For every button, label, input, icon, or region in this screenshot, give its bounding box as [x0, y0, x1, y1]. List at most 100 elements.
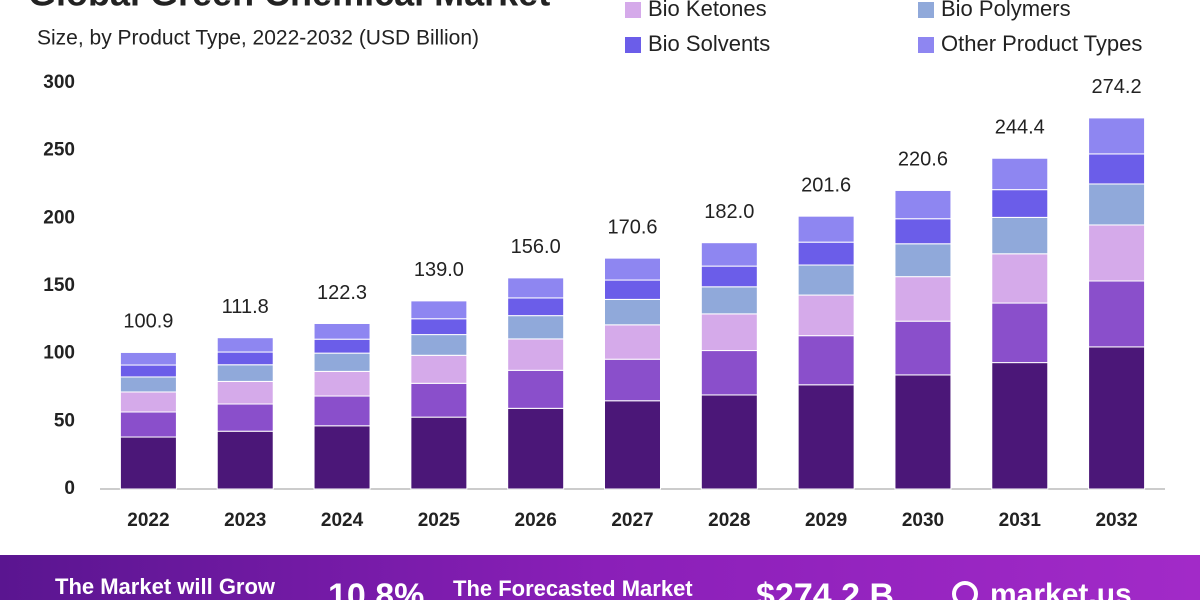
bar-segment — [604, 257, 661, 281]
bar-segment — [507, 407, 565, 490]
bar-segment — [894, 218, 952, 245]
legend-label: Bio Polymers — [941, 0, 1071, 21]
bar-segment — [604, 324, 661, 360]
bar-segment — [894, 374, 952, 490]
footer-text: The Forecasted Market — [453, 576, 693, 600]
bar-segment — [700, 286, 758, 315]
x-tick-label: 2028 — [708, 510, 750, 531]
bar-segment — [991, 302, 1049, 364]
total-label: 244.4 — [995, 117, 1045, 139]
bar-segment — [507, 297, 565, 317]
bar-segment — [507, 277, 565, 299]
bar-segment — [700, 350, 758, 396]
y-tick-label: 150 — [43, 275, 75, 296]
footer-text: The Market will Grow — [55, 574, 276, 599]
bar-segment — [119, 364, 177, 378]
total-label: 274.2 — [1092, 76, 1142, 98]
total-label: 170.6 — [607, 216, 657, 238]
bar-segment — [216, 430, 274, 490]
bar-segment — [313, 322, 371, 340]
total-label: 139.0 — [414, 259, 464, 281]
chart-title: Global Green Chemical Market — [28, 0, 550, 14]
total-label: 100.9 — [123, 311, 173, 333]
legend-label: Bio Solvents — [648, 31, 770, 56]
bar-segment — [797, 294, 855, 337]
bar-segment — [410, 334, 468, 356]
bar-segment — [797, 384, 855, 490]
bar-segment — [119, 411, 177, 438]
bar-segment — [410, 382, 468, 418]
bar-segment — [1088, 183, 1146, 226]
bar-segment — [216, 337, 274, 353]
y-tick-label: 250 — [43, 140, 75, 161]
bar-segment — [410, 318, 468, 336]
bar-segment — [119, 351, 177, 366]
bar-segment — [604, 400, 661, 490]
bar-segment — [1088, 224, 1146, 282]
bar-segment — [313, 338, 371, 354]
bar-segment — [991, 157, 1049, 191]
y-tick-label: 0 — [64, 478, 75, 499]
bar-segment — [216, 364, 274, 382]
footer-value: $274.2 B — [756, 577, 894, 600]
bar-segment — [991, 216, 1049, 255]
bar-segment — [313, 370, 371, 397]
bar-segment — [604, 298, 661, 326]
bar-segment — [797, 215, 855, 243]
bar-segment — [410, 300, 468, 320]
total-label: 122.3 — [317, 282, 367, 304]
bar-segment — [991, 362, 1049, 490]
x-tick-label: 2029 — [805, 510, 847, 531]
bar-segment — [700, 265, 758, 288]
total-label: 220.6 — [898, 149, 948, 171]
footer-banner — [0, 555, 1200, 600]
total-label: 156.0 — [511, 236, 561, 258]
bar-segment — [507, 315, 565, 340]
legend-swatch — [918, 2, 934, 18]
bar-segment — [894, 320, 952, 376]
x-tick-label: 2032 — [1095, 510, 1137, 531]
bar-segment — [410, 354, 468, 384]
bar-segment — [410, 416, 468, 490]
footer-cagr: 10.8% — [328, 577, 424, 600]
total-label: 201.6 — [801, 174, 851, 196]
bar-segment — [1088, 117, 1146, 155]
bar-segment — [991, 253, 1049, 304]
y-tick-label: 300 — [43, 72, 75, 93]
bar-segment — [604, 279, 661, 300]
x-tick-label: 2024 — [321, 510, 364, 531]
brand-logo — [952, 581, 978, 600]
bar-segment — [313, 425, 371, 490]
x-tick-label: 2027 — [611, 510, 653, 531]
y-tick-label: 200 — [43, 207, 75, 228]
bar-segment — [894, 189, 952, 220]
bar-segment — [700, 394, 758, 490]
bar-segment — [507, 338, 565, 371]
bar-segment — [797, 335, 855, 386]
chart-subtitle: Size, by Product Type, 2022-2032 (USD Bi… — [37, 27, 479, 50]
bar-segment — [894, 276, 952, 322]
bar-segment — [313, 352, 371, 372]
x-tick-label: 2025 — [418, 510, 461, 531]
bar-segment — [797, 264, 855, 296]
bar-segment — [119, 376, 177, 393]
legend-swatch — [918, 37, 934, 53]
legend-label: Bio Ketones — [648, 0, 767, 21]
bar-segment — [1088, 280, 1146, 348]
bar-segment — [119, 391, 177, 413]
bar-segment — [1088, 153, 1146, 185]
total-label: 111.8 — [222, 296, 269, 318]
bar-segment — [507, 369, 565, 409]
legend-swatch — [625, 37, 641, 53]
x-tick-label: 2023 — [224, 510, 266, 531]
legend-label: Other Product Types — [941, 31, 1142, 56]
bar-segment — [894, 243, 952, 278]
legend-swatch — [625, 2, 641, 18]
bar-segment — [700, 313, 758, 352]
y-tick-label: 50 — [54, 410, 75, 431]
x-tick-label: 2022 — [127, 510, 169, 531]
y-tick-label: 100 — [43, 343, 75, 364]
bar-segment — [313, 395, 371, 427]
x-tick-label: 2026 — [515, 510, 557, 531]
